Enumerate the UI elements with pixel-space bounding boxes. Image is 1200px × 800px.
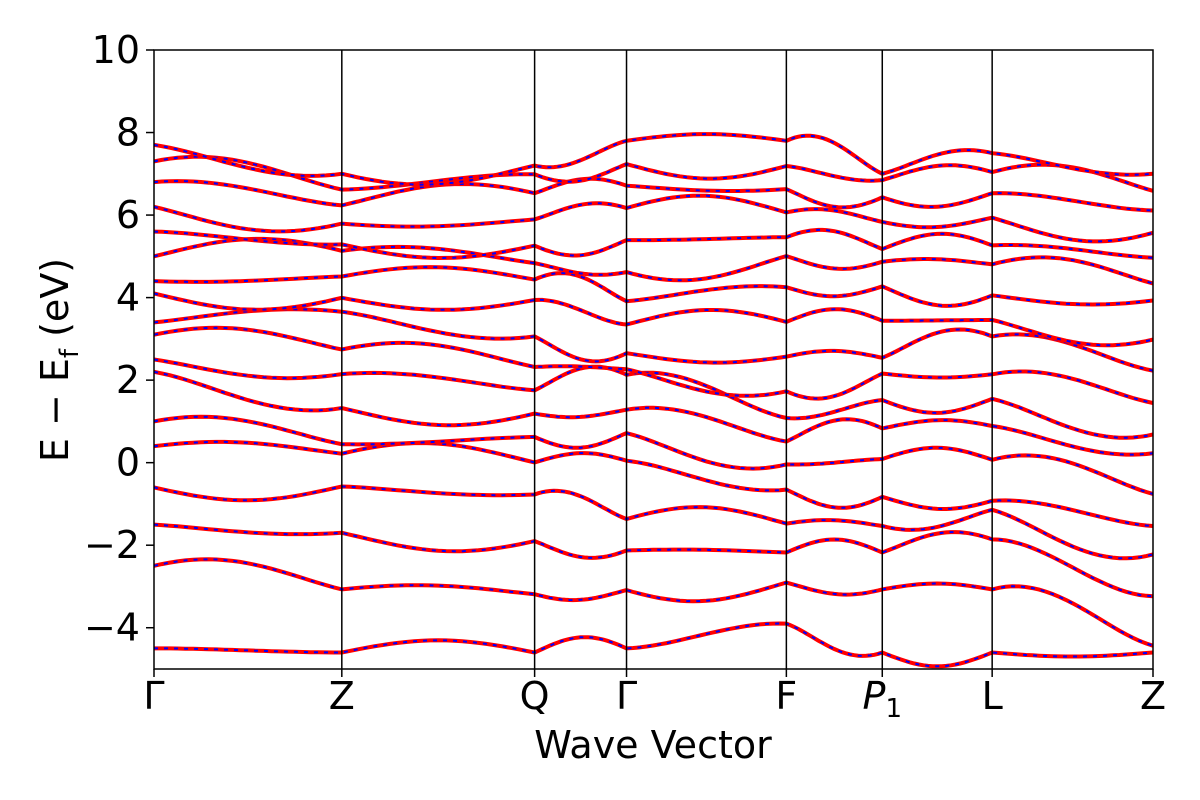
band-line: [154, 557, 1153, 648]
band-line-overlay: [154, 292, 1153, 347]
band-line-overlay: [154, 194, 1153, 243]
band-line: [154, 325, 1153, 405]
band-line-overlay: [154, 326, 1153, 404]
x-tick-label: Z: [329, 674, 355, 718]
band-line-overlay: [154, 237, 1153, 285]
band-line-overlay: [154, 558, 1153, 647]
band-line-overlay: [154, 308, 1153, 372]
x-axis: Γ Z Q Γ F P1 L Z: [143, 669, 1166, 724]
plot-frame: [153, 49, 1154, 670]
band-line-overlay: [154, 266, 1153, 307]
y-tick-label: 8: [116, 111, 140, 155]
x-tick-label: Z: [1140, 674, 1166, 718]
band-line-overlay: [154, 440, 1153, 527]
y-tick-label: 10: [92, 28, 140, 72]
y-tick-label: 4: [116, 276, 140, 320]
band-line-overlay: [154, 177, 1153, 212]
band-line-overlay: [154, 370, 1153, 456]
x-tick-label: F: [775, 674, 797, 718]
y-tick-label: 6: [116, 193, 140, 237]
x-tick-label: Q: [520, 674, 550, 718]
y-axis-title-sub: f: [55, 348, 85, 358]
y-axis-title-unit: (eV): [33, 258, 77, 349]
band-line: [154, 193, 1153, 244]
band-line: [154, 265, 1153, 308]
band-lines: [154, 132, 1153, 669]
x-tick-label: P1: [863, 674, 902, 724]
band-line-overlay: [154, 485, 1153, 560]
x-tick-label: Γ: [616, 674, 637, 718]
y-tick-label: 0: [116, 441, 140, 485]
x-axis-title: Wave Vector: [534, 723, 772, 767]
y-axis-title: E − Ef (eV): [33, 258, 85, 462]
band-line-overlay: [154, 228, 1153, 260]
y-axis: −4 −2 0 2 4 6 8 10: [84, 28, 154, 650]
y-tick-label: −2: [84, 523, 140, 567]
x-tick-label: L: [982, 674, 1003, 718]
band-line: [154, 132, 1153, 187]
high-symmetry-lines: [341, 50, 993, 669]
band-line-overlay: [154, 523, 1153, 598]
band-line: [154, 621, 1153, 669]
y-tick-label: −4: [84, 606, 140, 650]
band-line: [154, 291, 1153, 348]
y-axis-title-main: E − E: [33, 358, 77, 462]
band-line: [154, 176, 1153, 213]
band-line-overlay: [154, 155, 1153, 192]
band-line: [154, 484, 1153, 561]
y-tick-label: 2: [116, 358, 140, 402]
band-line-overlay: [154, 415, 1153, 495]
x-tick-label: Γ: [143, 674, 164, 718]
band-line-overlay: [154, 622, 1153, 668]
band-line-overlay: [154, 358, 1153, 439]
